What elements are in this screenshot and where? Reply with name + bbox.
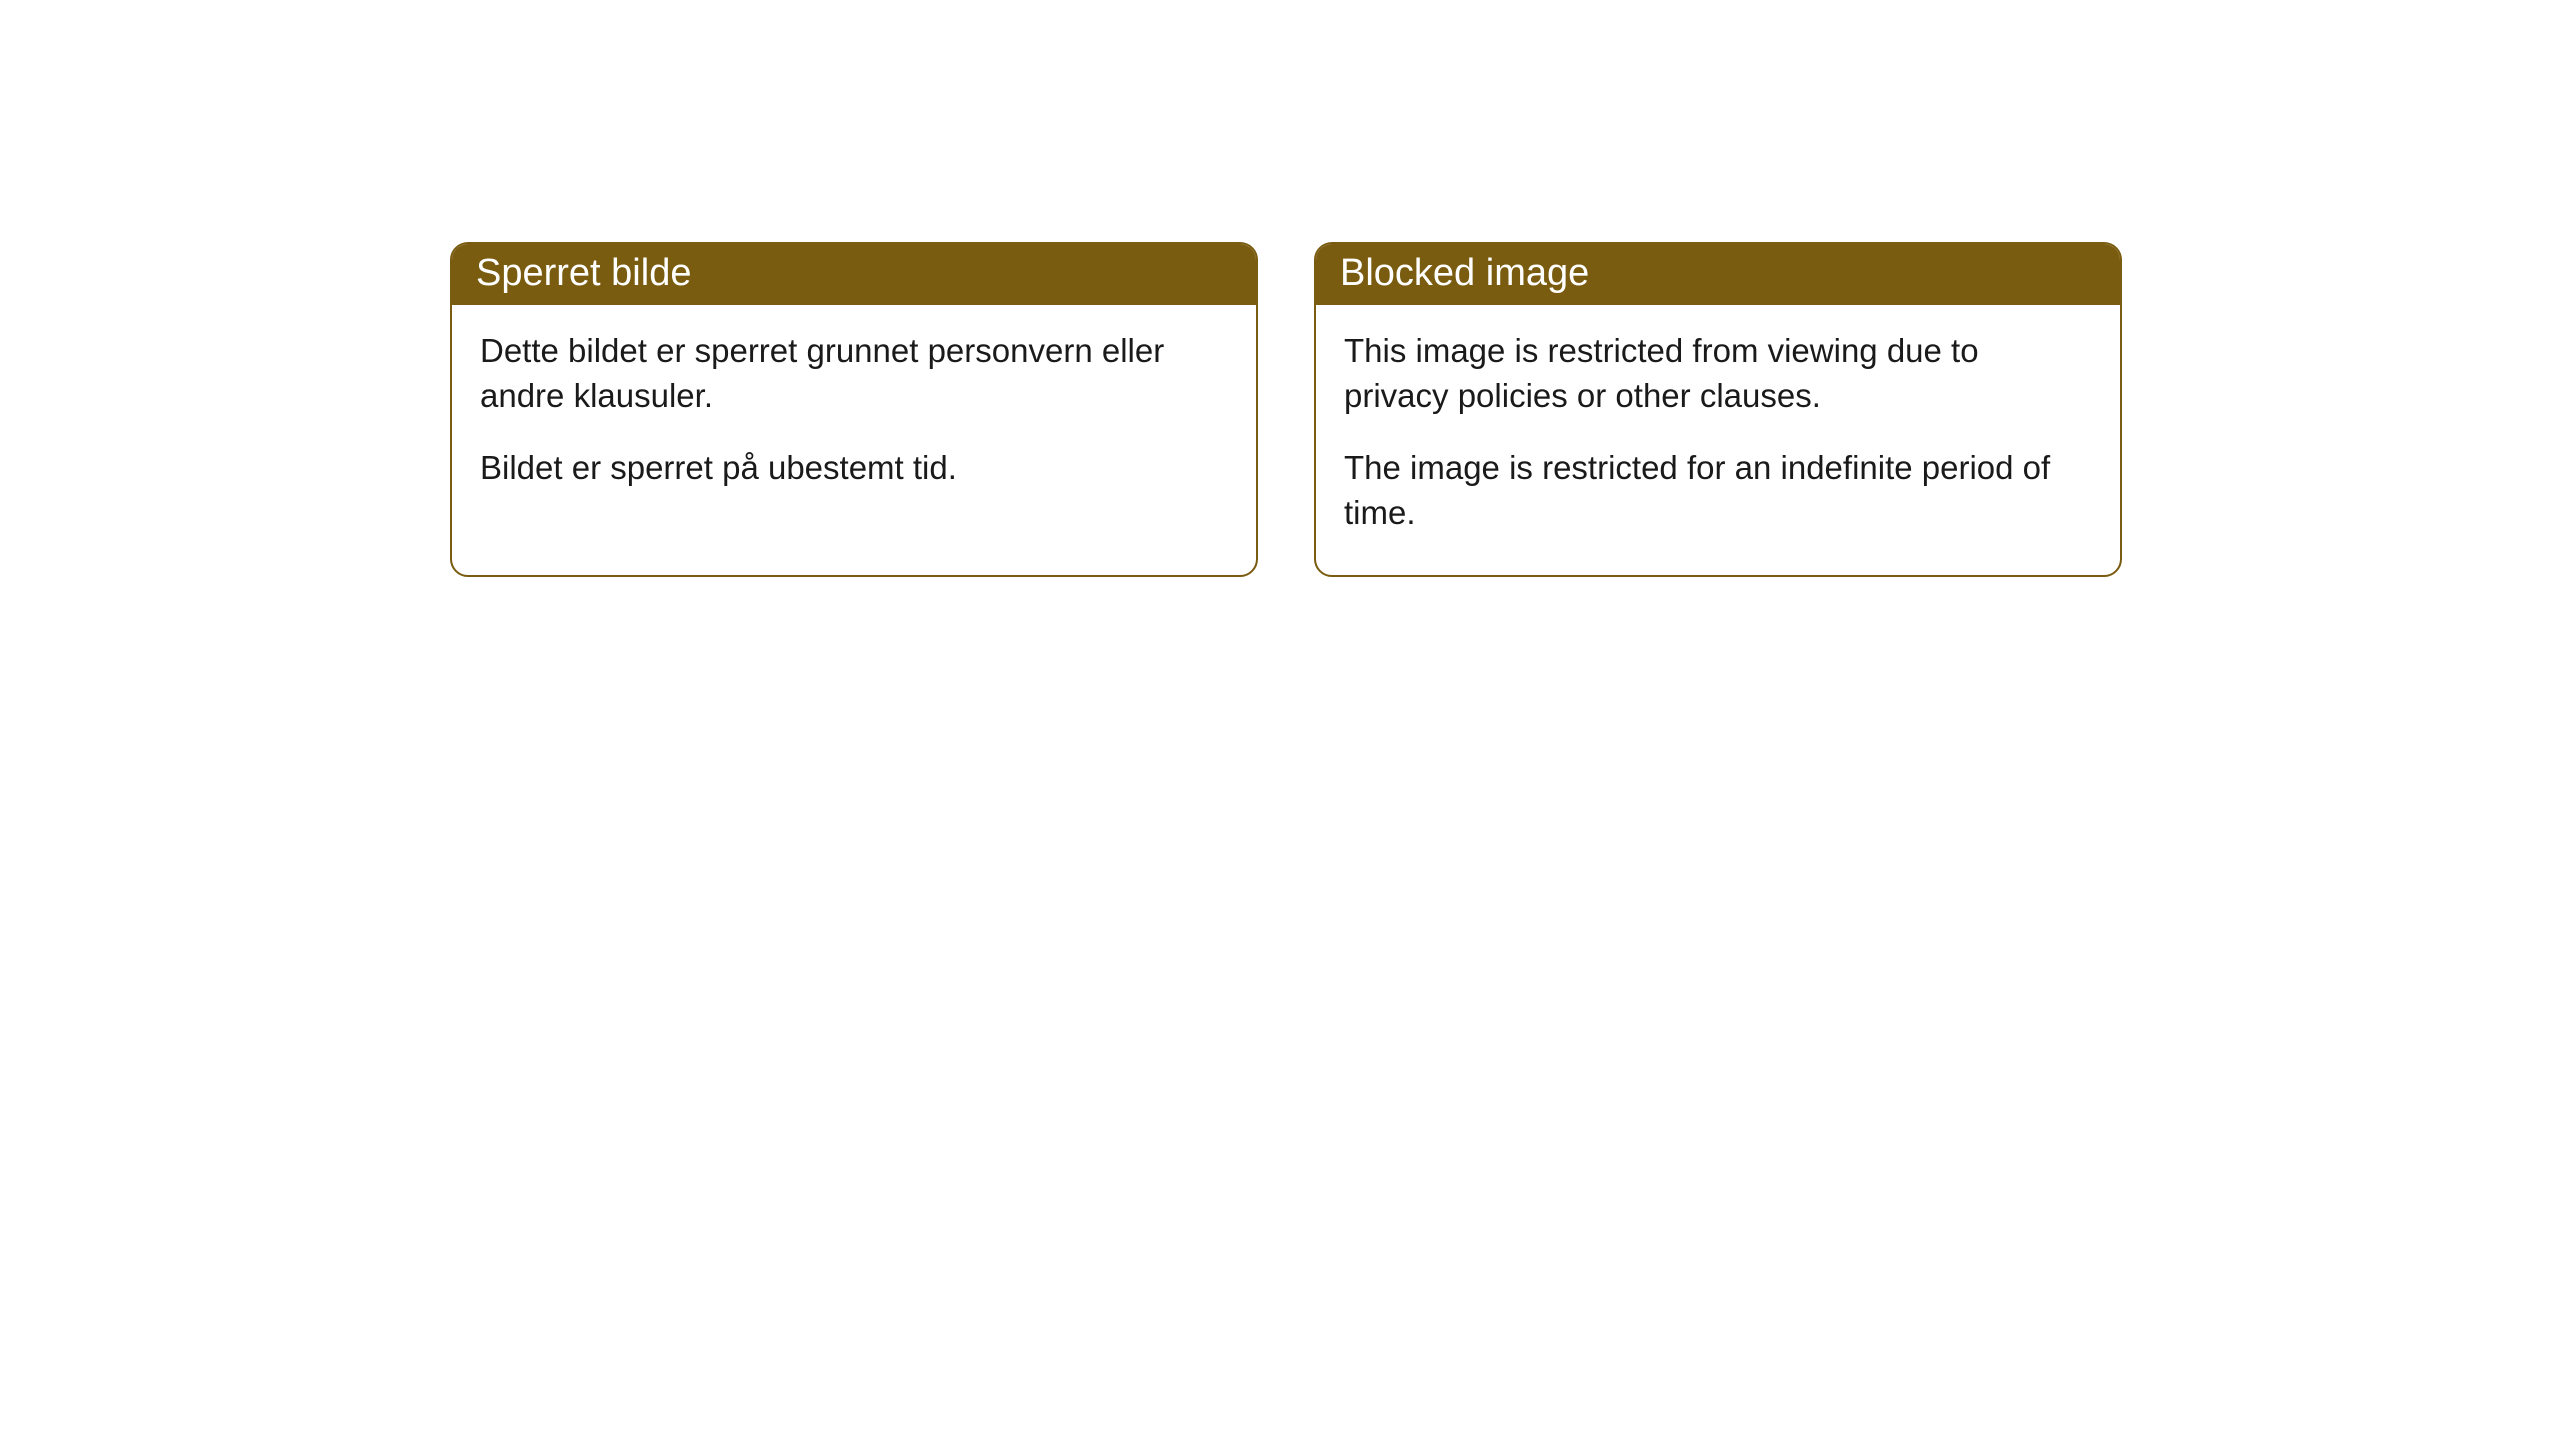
notice-body: This image is restricted from viewing du… xyxy=(1316,305,2120,575)
notice-header: Sperret bilde xyxy=(452,244,1256,305)
notice-paragraph: Bildet er sperret på ubestemt tid. xyxy=(480,446,1228,491)
notice-header: Blocked image xyxy=(1316,244,2120,305)
notice-paragraph: The image is restricted for an indefinit… xyxy=(1344,446,2092,535)
notice-paragraph: This image is restricted from viewing du… xyxy=(1344,329,2092,418)
notice-title: Blocked image xyxy=(1340,252,1589,294)
notice-card-english: Blocked image This image is restricted f… xyxy=(1314,242,2122,577)
notice-container: Sperret bilde Dette bildet er sperret gr… xyxy=(0,0,2560,577)
notice-card-norwegian: Sperret bilde Dette bildet er sperret gr… xyxy=(450,242,1258,577)
notice-title: Sperret bilde xyxy=(476,252,691,294)
notice-body: Dette bildet er sperret grunnet personve… xyxy=(452,305,1256,531)
notice-paragraph: Dette bildet er sperret grunnet personve… xyxy=(480,329,1228,418)
